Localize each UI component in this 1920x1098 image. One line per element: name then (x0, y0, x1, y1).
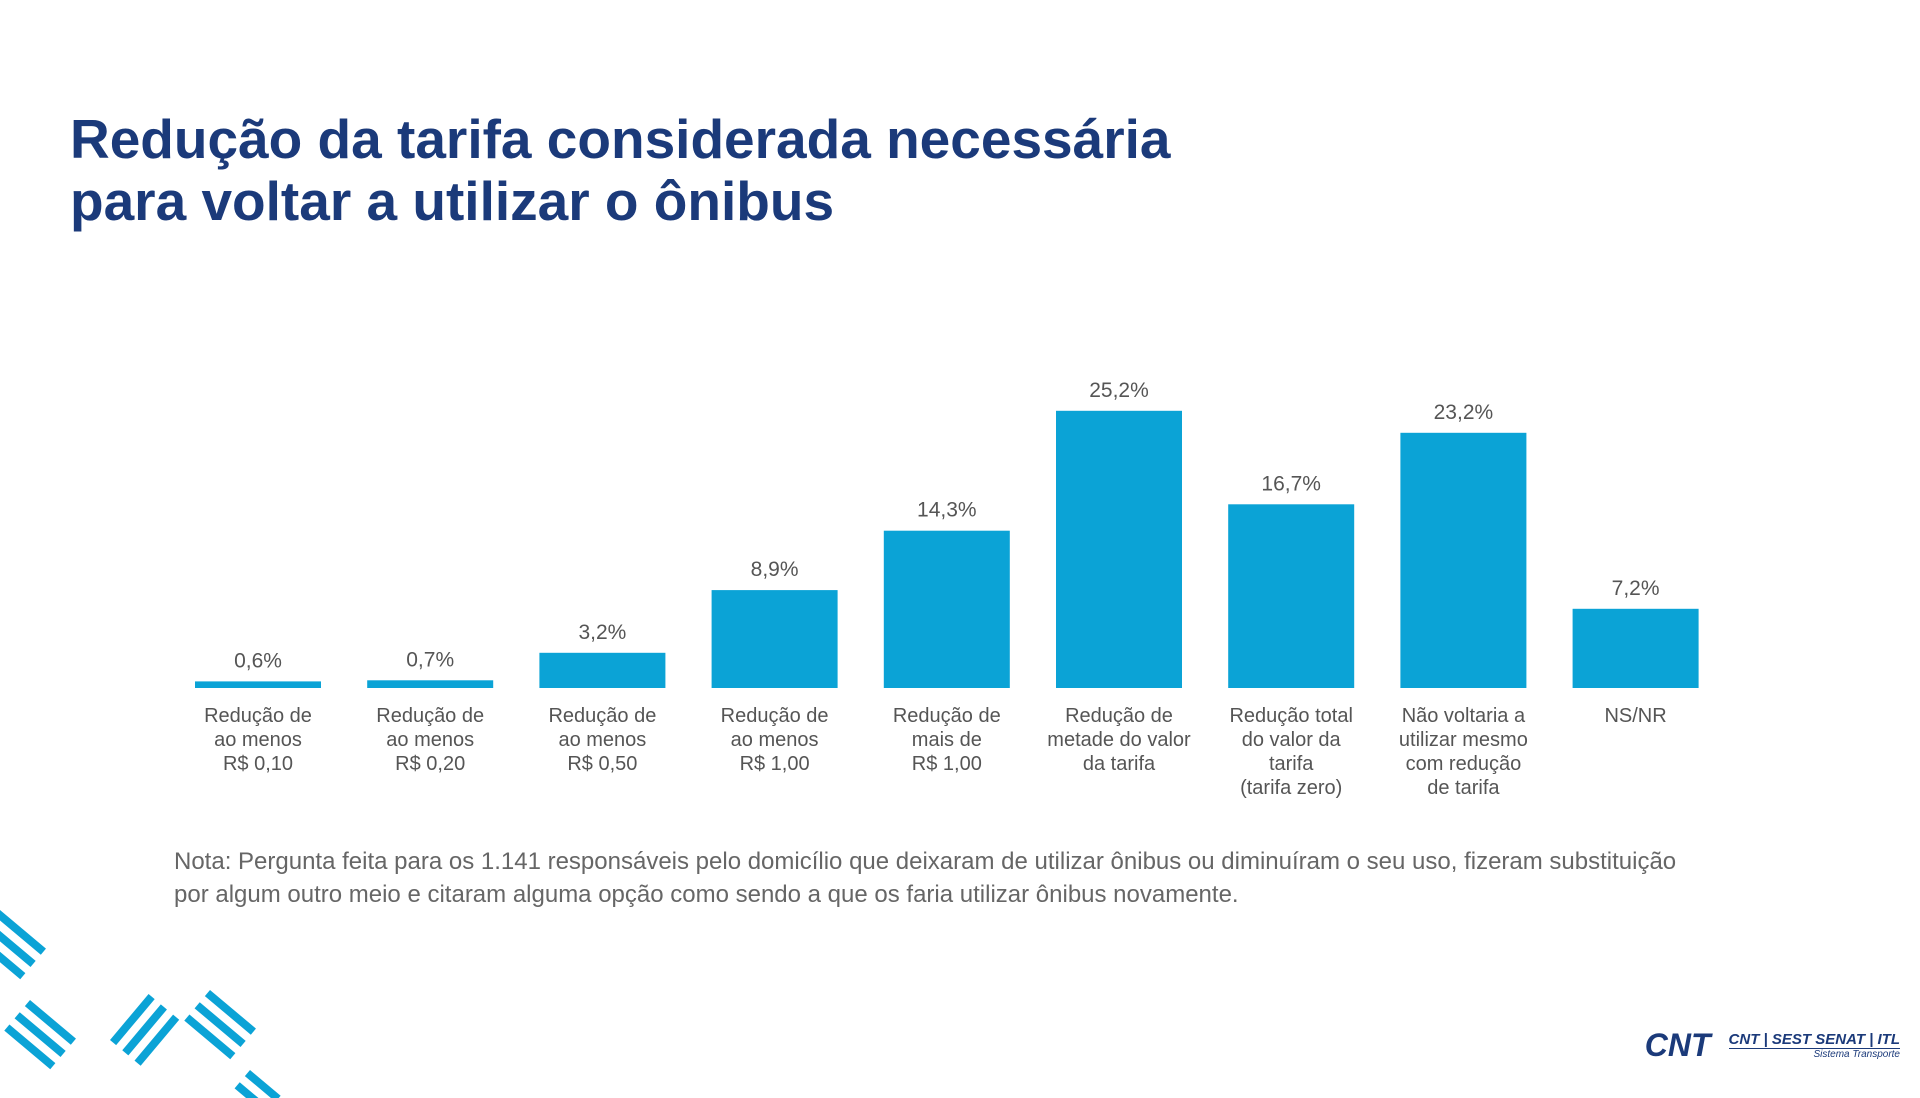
category-label: Não voltaria a utilizar mesmo com reduçã… (1398, 705, 1528, 799)
title-line: para voltar a utilizar o ônibus (70, 170, 835, 232)
category-label: Redução de mais de R$ 1,00 (892, 705, 1001, 775)
logo-text: CNT | SEST SENAT | ITL Sistema Transport… (1728, 1031, 1900, 1060)
category-label: Redução de ao menos R$ 0,50 (548, 705, 657, 775)
value-label: 3,2% (578, 621, 626, 644)
category-label: Redução de ao menos R$ 0,20 (376, 705, 485, 775)
bar (367, 680, 494, 688)
logo-name: CNT | SEST SENAT | ITL (1728, 1031, 1900, 1049)
title: Redução da tarifa considerada necessária… (70, 108, 1170, 232)
logo-tagline: Sistema Transporte (1813, 1049, 1900, 1060)
decor-pattern (0, 910, 281, 1098)
title-line: Redução da tarifa considerada necessária (70, 108, 1171, 170)
value-label: 14,3% (917, 499, 977, 522)
category-label: Redução total do valor da tarifa (tarifa… (1229, 705, 1353, 799)
bar (711, 590, 838, 688)
logo-mark: CNT (1644, 1027, 1711, 1063)
category-label: Redução de ao menos R$ 1,00 (720, 705, 829, 775)
value-label: 0,7% (406, 648, 454, 671)
bar (1400, 432, 1527, 688)
bar (1228, 504, 1355, 688)
value-label: 16,7% (1261, 472, 1321, 495)
value-label: 0,6% (234, 649, 282, 672)
value-label: 7,2% (1612, 577, 1660, 600)
value-label: 23,2% (1434, 401, 1494, 424)
value-label: 25,2% (1089, 379, 1149, 402)
bar (539, 652, 666, 688)
category-label: NS/NR (1604, 705, 1667, 727)
bar (883, 530, 1010, 688)
category-label: Redução de ao menos R$ 0,10 (204, 705, 312, 775)
bar (195, 681, 321, 688)
bar (1572, 608, 1699, 688)
category-label: Redução de metade do valor da tarifa (1047, 705, 1191, 775)
logo: CNT CNT | SEST SENAT | ITL Sistema Trans… (1645, 1027, 1900, 1064)
bar (1056, 410, 1182, 688)
note: Nota: Pergunta feita para os 1.141 respo… (174, 848, 1677, 908)
value-label: 8,9% (751, 558, 799, 581)
